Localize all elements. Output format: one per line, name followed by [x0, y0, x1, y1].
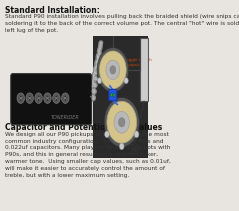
Circle shape — [106, 60, 120, 80]
FancyBboxPatch shape — [11, 74, 92, 125]
Circle shape — [97, 78, 102, 84]
Circle shape — [28, 95, 32, 101]
Circle shape — [114, 111, 130, 133]
Circle shape — [19, 95, 23, 101]
Text: Standard P90 installation involves pulling back the braided shield (wire snips c: Standard P90 installation involves pulli… — [5, 14, 239, 33]
Circle shape — [54, 95, 58, 101]
Circle shape — [105, 131, 109, 138]
Circle shape — [111, 89, 115, 95]
Circle shape — [99, 51, 126, 89]
Circle shape — [119, 143, 124, 150]
FancyBboxPatch shape — [109, 89, 117, 101]
Bar — [140, 38, 148, 101]
Text: TONERIDER: TONERIDER — [51, 115, 79, 120]
Text: Standard Installation:: Standard Installation: — [5, 6, 100, 15]
Text: We design all our P90 pickups to perform with the most
common industry configura: We design all our P90 pickups to perform… — [5, 132, 171, 177]
Circle shape — [45, 95, 49, 101]
Circle shape — [35, 93, 42, 103]
Circle shape — [17, 93, 24, 103]
Circle shape — [134, 131, 139, 138]
Circle shape — [110, 66, 116, 74]
Circle shape — [107, 101, 137, 143]
Circle shape — [111, 94, 113, 97]
Circle shape — [97, 48, 129, 92]
Circle shape — [124, 78, 128, 84]
Circle shape — [26, 93, 33, 103]
Text: To toggle switch
or output: To toggle switch or output — [115, 58, 152, 67]
Circle shape — [104, 97, 139, 147]
Text: Capacitor and Potentiometer Values: Capacitor and Potentiometer Values — [5, 123, 162, 132]
Bar — [93, 36, 148, 158]
Circle shape — [63, 95, 67, 101]
Circle shape — [119, 118, 125, 127]
Circle shape — [53, 93, 60, 103]
Circle shape — [37, 95, 41, 101]
Circle shape — [62, 93, 69, 103]
Circle shape — [44, 93, 51, 103]
Circle shape — [113, 94, 115, 97]
